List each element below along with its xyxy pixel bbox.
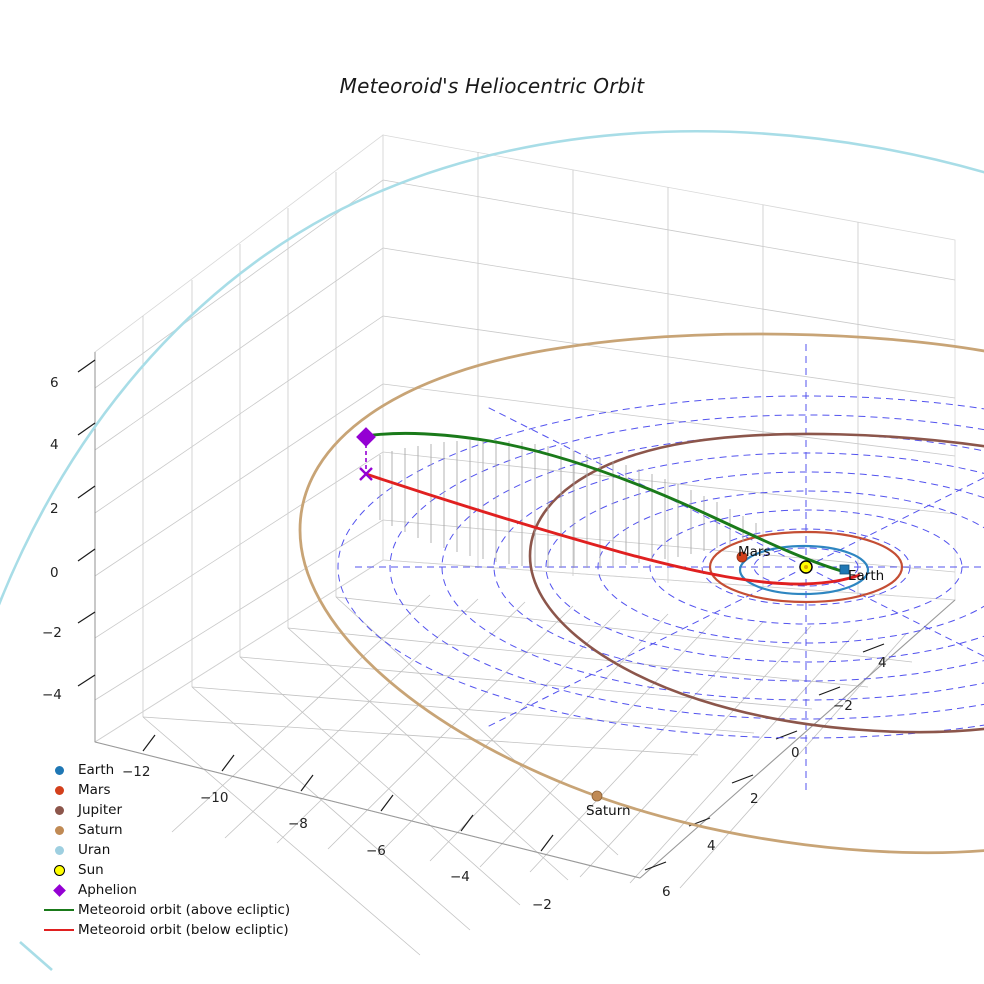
- mars-orbit: [708, 530, 904, 604]
- x-axis-spine: [94, 741, 641, 879]
- z-tick-label: 6: [50, 375, 59, 391]
- legend-label: Earth: [78, 762, 115, 778]
- legend-label: Jupiter: [78, 802, 123, 818]
- mars-dot-icon-glyph: [54, 785, 64, 795]
- earth-marker[interactable]: [839, 564, 850, 575]
- saturn-marker[interactable]: [591, 790, 603, 802]
- meteoroid-orbit-above: [365, 431, 846, 574]
- y-tick-label: 0: [791, 745, 800, 761]
- z-tick-label: 2: [50, 501, 59, 517]
- mars-dot-icon: [40, 780, 78, 800]
- y-tick-label: −2: [833, 698, 853, 714]
- body-label-earth: Earth: [848, 568, 885, 584]
- meteoroid-orbit-below: [365, 472, 861, 586]
- green-line-icon-glyph: [44, 908, 74, 912]
- legend-label: Meteoroid orbit (below ecliptic): [78, 922, 289, 938]
- uran-orbit: [0, 129, 984, 606]
- sun-dot-icon-glyph: [53, 864, 65, 876]
- z-tick-label: 4: [50, 437, 59, 453]
- green-line-icon: [40, 900, 78, 920]
- uran-orbit-sliver: [19, 941, 53, 971]
- x-tick-label: −2: [532, 897, 552, 913]
- z-tick-label: 0: [50, 565, 59, 581]
- red-line-icon-glyph: [44, 928, 74, 932]
- aphelion-diamond-icon: [40, 880, 78, 900]
- x-tick-label: −12: [122, 764, 151, 780]
- saturn-dot-icon: [40, 820, 78, 840]
- legend-label: Uran: [78, 842, 111, 858]
- uran-dot-icon: [40, 840, 78, 860]
- jupiter-orbit: [528, 432, 984, 734]
- red-line-icon: [40, 920, 78, 940]
- y-tick-label: 2: [750, 791, 759, 807]
- sun-dot-icon: [40, 860, 78, 880]
- saturn-dot-icon-glyph: [54, 825, 64, 835]
- y-tick-label: 4: [878, 655, 887, 671]
- axis-spines: [94, 352, 956, 879]
- aphelion-projection-marker[interactable]: [359, 467, 373, 481]
- uran-dot-icon-glyph: [54, 845, 64, 855]
- legend-item-earth[interactable]: Earth: [40, 760, 298, 780]
- y-axis-spine: [639, 599, 956, 879]
- z-tick-label: −4: [42, 687, 62, 703]
- legend-label: Saturn: [78, 822, 123, 838]
- tick-marks: [77, 359, 885, 871]
- y-tick-label: 4: [707, 838, 716, 854]
- legend-item-aphelion[interactable]: Aphelion: [40, 880, 298, 900]
- sun-marker[interactable]: [799, 560, 813, 574]
- aphelion-marker[interactable]: [356, 427, 376, 447]
- x-tick-label: −4: [450, 869, 470, 885]
- legend-item-uran[interactable]: Uran: [40, 840, 298, 860]
- x-tick-label: −10: [200, 790, 229, 806]
- y-tick-label: 6: [662, 884, 671, 900]
- aphelion-diamond-icon-glyph: [52, 883, 66, 897]
- legend-item-mars[interactable]: Mars: [40, 780, 298, 800]
- page-title: Meteoroid's Heliocentric Orbit: [339, 74, 645, 98]
- legend-label: Aphelion: [78, 882, 137, 898]
- legend-item-saturn[interactable]: Saturn: [40, 820, 298, 840]
- legend-label: Mars: [78, 782, 111, 798]
- legend-label: Sun: [78, 862, 104, 878]
- earth-orbit: [738, 544, 870, 596]
- earth-dot-icon: [40, 760, 78, 780]
- earth-dot-icon-glyph: [54, 765, 64, 775]
- saturn-orbit: [298, 332, 984, 855]
- mars-marker[interactable]: [736, 551, 748, 563]
- polar-grid: [337, 340, 984, 795]
- legend[interactable]: Earth Mars Jupiter Saturn Uran Sun Aphelion Met…: [40, 760, 298, 940]
- legend-item-jupiter[interactable]: Jupiter: [40, 800, 298, 820]
- legend-item-meteoroid-orbit-below-ecliptic[interactable]: Meteoroid orbit (below ecliptic): [40, 920, 298, 940]
- jupiter-dot-icon: [40, 800, 78, 820]
- legend-item-meteoroid-orbit-above-ecliptic[interactable]: Meteoroid orbit (above ecliptic): [40, 900, 298, 920]
- x-tick-label: −8: [288, 816, 308, 832]
- body-label-mars: Mars: [738, 544, 771, 560]
- pane-grid-back: [94, 134, 956, 743]
- legend-label: Meteoroid orbit (above ecliptic): [78, 902, 291, 918]
- body-label-saturn: Saturn: [586, 803, 631, 819]
- x-tick-label: −6: [366, 843, 386, 859]
- z-tick-label: −2: [42, 625, 62, 641]
- jupiter-dot-icon-glyph: [54, 805, 64, 815]
- legend-item-sun[interactable]: Sun: [40, 860, 298, 880]
